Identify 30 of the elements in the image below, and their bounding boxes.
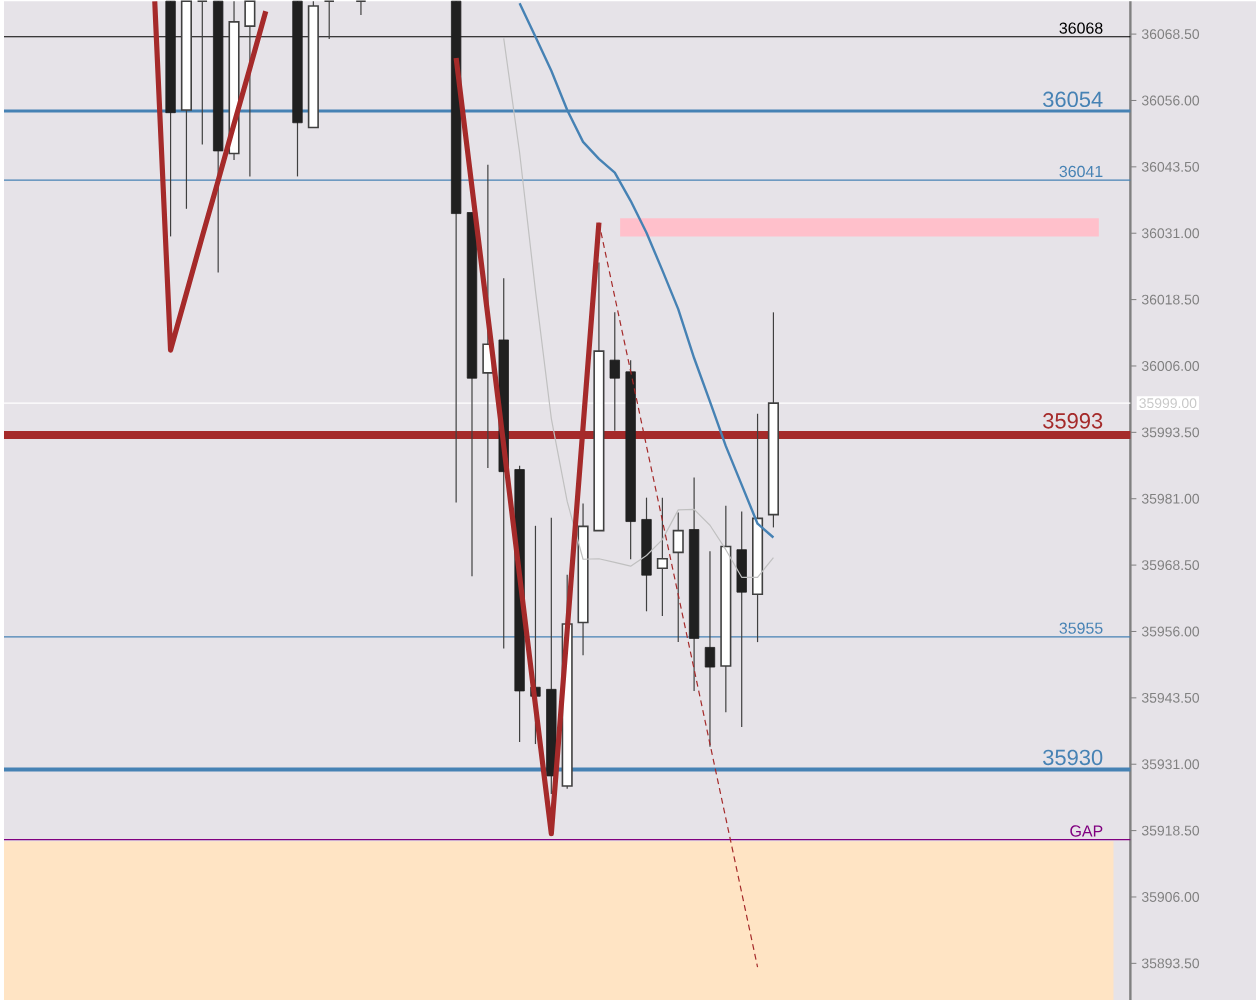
y-tick-label: 36018.50 [1141,294,1200,305]
y-tick-label: 36031.00 [1141,228,1200,239]
ref-line-label: 36054 [1043,91,1103,108]
ref-line-label: 36041 [1059,165,1103,178]
ref-line-label: 36068 [1059,22,1103,34]
candlestick [672,511,684,643]
candlestick [609,311,620,432]
y-tick-label: 36068.50 [1141,29,1200,39]
y-tick-label: 35956.00 [1141,626,1200,637]
ref-line-label: 35930 [1043,749,1103,766]
y-tick-label: 35981.00 [1141,493,1200,504]
y-tick-label: 35968.50 [1141,560,1200,570]
candlestick [196,0,208,146]
y-tick-label: 35918.50 [1141,825,1200,836]
y-tick-label: 36043.50 [1141,161,1200,172]
candlestick [323,0,335,40]
candlestick [704,550,716,748]
y-tick-label: 36056.00 [1141,95,1200,106]
candlestick [355,0,367,16]
line-series [503,37,775,578]
y-tick-label: 35931.00 [1141,759,1200,770]
ref-line-label: GAP [1070,825,1103,837]
ref-line-label: 35993 [1043,413,1103,429]
ref-line-label: 35955 [1059,622,1103,634]
y-tick-label: 35893.50 [1141,958,1200,969]
candlestick [656,496,668,617]
y-tick-label: 35993.50 [1141,427,1200,438]
y-tick-label: 35906.00 [1141,891,1200,902]
y-tick-label: 35943.50 [1141,692,1200,703]
y-tick-label: 36006.00 [1141,360,1200,371]
